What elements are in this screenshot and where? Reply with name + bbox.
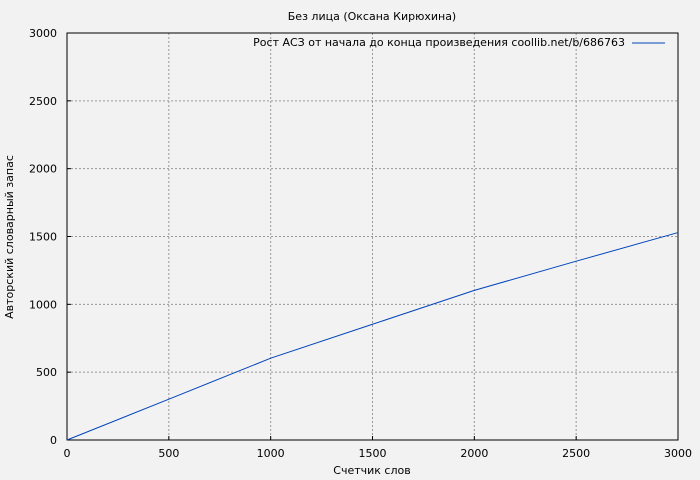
- y-tick-label: 1500: [29, 231, 57, 244]
- legend-label: Рост АСЗ от начала до конца произведения…: [253, 36, 625, 49]
- y-axis-label: Авторский словарный запас: [3, 155, 16, 319]
- chart-title: Без лица (Оксана Кирюхина): [288, 10, 456, 23]
- x-tick-label: 2500: [562, 447, 590, 460]
- x-tick-label: 1500: [359, 447, 387, 460]
- x-tick-label: 2000: [460, 447, 488, 460]
- y-tick-label: 0: [50, 434, 57, 447]
- series-line: [66, 232, 679, 441]
- x-tick-label: 1000: [257, 447, 285, 460]
- y-tick-label: 3000: [29, 27, 57, 40]
- y-tick-label: 2500: [29, 95, 57, 108]
- y-tick-label: 2000: [29, 163, 57, 176]
- x-tick-label: 0: [64, 447, 71, 460]
- x-tick-label: 500: [158, 447, 179, 460]
- x-axis-label: Счетчик слов: [333, 464, 410, 477]
- y-tick-label: 1000: [29, 298, 57, 311]
- x-tick-label: 3000: [664, 447, 692, 460]
- y-tick-label: 500: [36, 366, 57, 379]
